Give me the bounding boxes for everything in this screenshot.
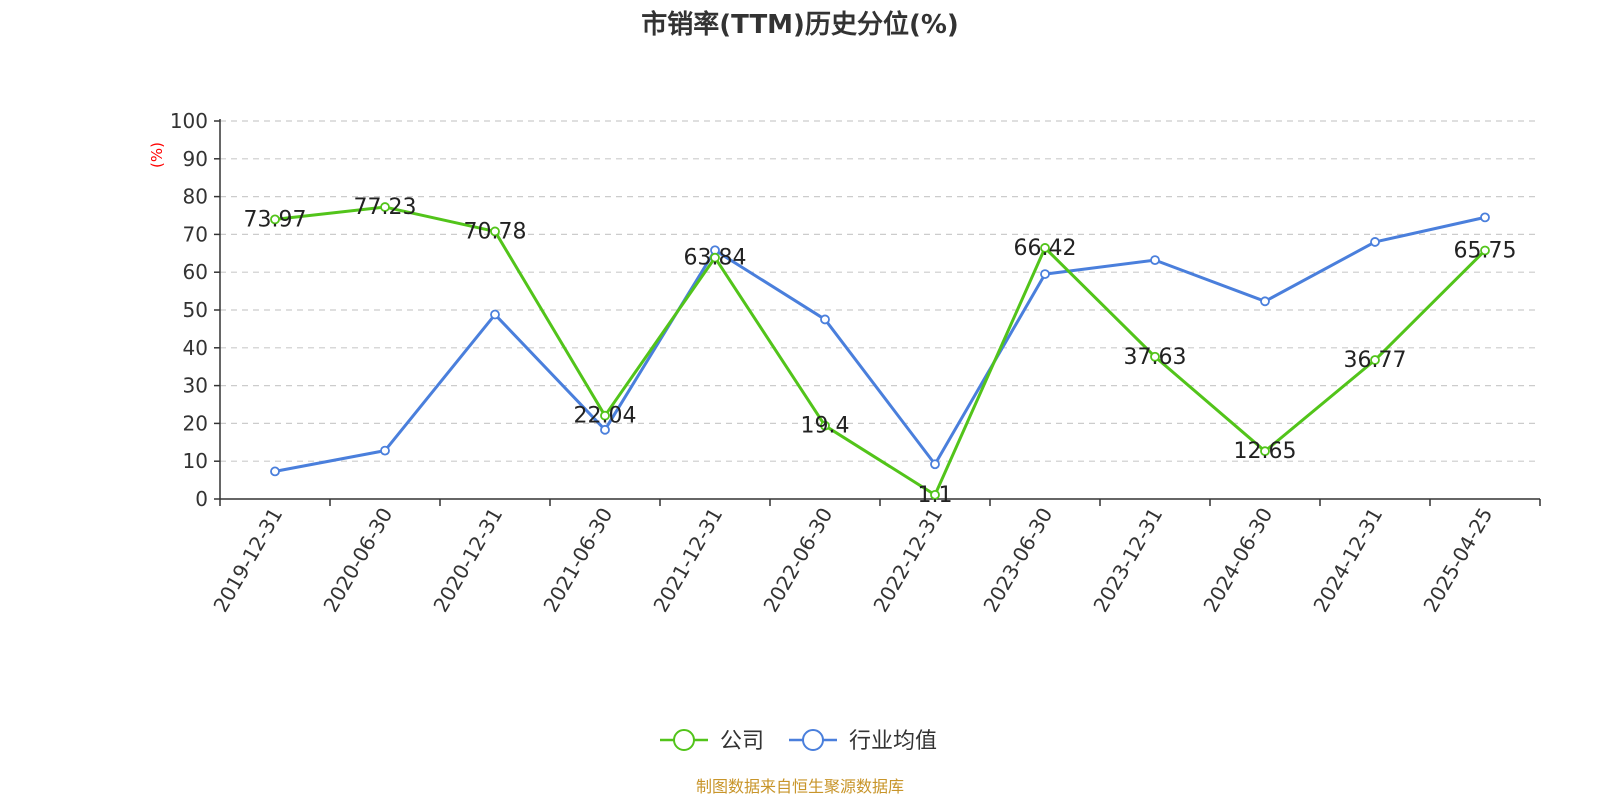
company-data-label: 70.78 [464,219,527,244]
company-data-label: 19.4 [801,414,850,439]
company-point[interactable] [1370,355,1380,365]
y-tick-label: 70 [183,222,208,246]
company-data-label: 22.04 [574,404,637,429]
x-tick-label: 2019-12-31 [208,504,287,617]
y-tick-label: 60 [183,260,208,284]
x-tick-label: 2024-12-31 [1308,504,1387,617]
industry-average-point[interactable] [1370,237,1380,247]
company-data-label: 1.1 [918,483,953,508]
legend-item-company[interactable]: 公司 [660,729,764,754]
company-data-label: 37.63 [1124,345,1187,370]
company-data-label: 36.77 [1344,348,1407,373]
legend: 公司 行业均值 [660,729,937,754]
company-data-label: 77.23 [354,195,417,220]
x-tick-label: 2020-12-31 [428,504,507,617]
x-tick-label: 2024-06-30 [1198,504,1277,617]
y-tick-label: 20 [183,411,208,435]
company-data-label: 63.84 [684,246,747,271]
industry-average-point[interactable] [1260,296,1270,307]
company-point[interactable] [820,420,830,431]
data-labels: 73.97 77.23 70.78 22.04 63.84 19.4 1.1 66.42 37.… [244,195,1517,508]
industry-average-point[interactable] [820,314,830,325]
x-tick-label: 2021-12-31 [648,504,727,617]
series-layer [270,202,1490,500]
x-tick-label: 2022-06-30 [758,504,837,617]
industry-average-point[interactable] [490,309,500,320]
company-point[interactable] [1040,243,1050,253]
industry-average-point[interactable] [1150,255,1160,266]
company-point[interactable] [710,252,720,263]
chart-title: 市销率(TTM)历史分位(%) [641,9,959,40]
legend-industry-label: 行业均值 [849,729,937,754]
company-point[interactable] [600,410,610,421]
company-data-label: 65.75 [1454,238,1517,263]
y-tick-label: 80 [183,185,208,209]
industry-average-point[interactable] [1040,269,1050,279]
legend-company-marker [673,729,695,751]
x-tick-label: 2023-12-31 [1088,504,1167,617]
company-point[interactable] [1150,351,1160,362]
y-tick-label: 40 [183,336,208,360]
legend-industry-marker [802,729,824,751]
company-point[interactable] [490,226,500,237]
company-point[interactable] [930,489,940,500]
x-tick-label: 2025-04-25 [1418,504,1497,617]
company-point[interactable] [1260,446,1270,457]
x-tick-label: 2020-06-30 [318,504,397,617]
grid-lines [220,120,1540,462]
y-axis-label: (%) [148,142,166,168]
y-tick-label: 100 [170,109,208,133]
y-tick-label: 10 [183,449,208,473]
y-tick-label: 30 [183,374,208,398]
industry-average-line [274,215,1486,473]
industry-average-point[interactable] [600,424,610,435]
industry-average-point[interactable] [380,445,390,456]
x-tick-label: 2021-06-30 [538,504,617,617]
source-note: 制图数据来自恒生聚源数据库 [696,777,904,796]
company-point[interactable] [380,202,390,212]
company-point[interactable] [270,214,280,225]
industry-average-point[interactable] [930,459,940,470]
industry-average-point[interactable] [270,466,280,477]
industry-average-point[interactable] [1480,212,1490,223]
x-tick-label: 2023-06-30 [978,504,1057,617]
y-tick-label: 90 [183,147,208,171]
legend-company-label: 公司 [720,729,764,754]
company-line [274,205,1487,497]
y-tick-label: 0 [195,487,208,511]
company-data-label: 66.42 [1014,236,1077,261]
company-point[interactable] [1480,245,1490,256]
company-data-label: 73.97 [244,207,307,232]
legend-item-industry-average[interactable]: 行业均值 [789,729,937,754]
y-tick-label: 50 [183,298,208,322]
axes: 0 10 20 30 40 50 60 70 80 90 100 2019-12-31 2020-06-… [170,109,1541,617]
x-tick-label: 2022-12-31 [868,504,947,617]
company-data-label: 12.65 [1234,439,1297,464]
